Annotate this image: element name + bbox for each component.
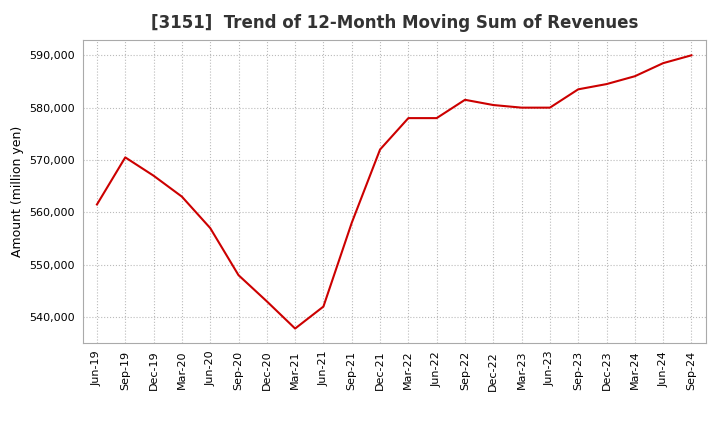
Title: [3151]  Trend of 12-Month Moving Sum of Revenues: [3151] Trend of 12-Month Moving Sum of R… [150, 15, 638, 33]
Y-axis label: Amount (million yen): Amount (million yen) [11, 126, 24, 257]
